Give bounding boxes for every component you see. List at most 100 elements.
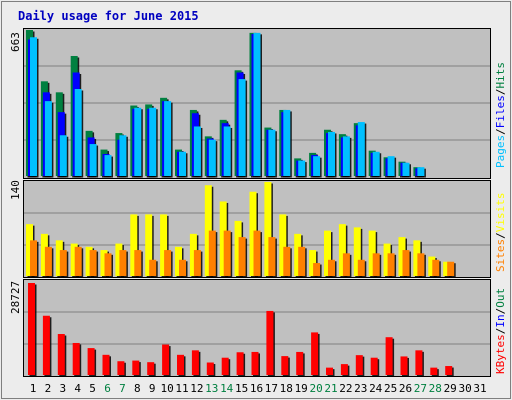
- label-out: Out: [494, 288, 507, 308]
- pages-bar-1: [30, 37, 37, 176]
- kbytes-bar-26: [400, 356, 408, 375]
- sites-bar-15: [238, 237, 246, 276]
- x-axis-labels: 1 2 3 4 5 6 7 8 9 10 11 12 13 14 15 16 17 18 19 20 21 22 23 24 2…: [30, 382, 487, 395]
- kbytes-bar-17: [266, 310, 274, 375]
- visits-bar-17: [264, 182, 272, 276]
- sites-bar-1: [30, 240, 37, 276]
- x-tick-label-7: 7: [119, 382, 126, 395]
- chart-title: Daily usage for June 2015: [18, 9, 199, 23]
- pages-bar-7: [119, 135, 127, 176]
- visits-bar-21: [324, 230, 331, 276]
- hits-panel-bars: [26, 30, 426, 178]
- sites-bar-4: [74, 246, 82, 276]
- sites-bar-11: [179, 259, 186, 276]
- pages-bar-15: [238, 79, 246, 176]
- visits-bar-20: [309, 250, 317, 276]
- kbytes-bar-24: [370, 357, 378, 375]
- visits-bar-2: [40, 233, 48, 276]
- pages-bar-20: [313, 156, 321, 176]
- visits-bar-27: [413, 240, 421, 276]
- kbytes-axis-label: KBytes/In/Out: [494, 288, 507, 374]
- visits-ymax-label: 140: [9, 180, 22, 200]
- visits-bar-19: [294, 233, 302, 276]
- visits-bar-13: [204, 185, 212, 276]
- visits-bar-29: [443, 261, 451, 276]
- kbytes-bar-22: [340, 364, 348, 375]
- pages-bar-22: [342, 136, 350, 176]
- sites-bar-18: [283, 246, 291, 276]
- pages-bar-26: [402, 162, 410, 176]
- x-tick-label-6: 6: [104, 382, 111, 395]
- kbytes-bar-20: [311, 332, 319, 375]
- x-tick-label-28: 28: [429, 382, 442, 395]
- kbytes-bar-19: [296, 351, 304, 375]
- hits-ymax-label: 663: [9, 32, 22, 52]
- sites-bar-23: [357, 259, 365, 276]
- sites-bar-7: [119, 250, 127, 276]
- kbytes-bar-1: [28, 283, 35, 375]
- kbytes-bar-15: [236, 352, 244, 375]
- kbytes-bar-7: [117, 361, 125, 375]
- pages-bar-2: [44, 101, 52, 176]
- sites-bar-12: [193, 250, 201, 276]
- label-visits: Visits: [494, 193, 507, 233]
- x-tick-label-17: 17: [265, 382, 278, 395]
- visits-bar-23: [353, 227, 361, 276]
- x-tick-label-31: 31: [473, 382, 486, 395]
- sites-bar-17: [268, 237, 276, 276]
- visits-bar-15: [234, 220, 242, 276]
- visits-bar-3: [55, 240, 63, 276]
- x-tick-label-16: 16: [250, 382, 263, 395]
- visits-bar-6: [100, 250, 108, 276]
- kbytes-bar-5: [87, 348, 95, 375]
- kbytes-bar-27: [415, 350, 423, 375]
- label-files: Files: [494, 95, 507, 128]
- label-kbytes: KBytes: [494, 334, 507, 374]
- x-tick-label-23: 23: [354, 382, 367, 395]
- hits-axis-label: Pages/Files/Hits: [494, 62, 507, 168]
- x-tick-label-11: 11: [175, 382, 188, 395]
- x-tick-label-9: 9: [149, 382, 156, 395]
- pages-bar-8: [134, 107, 142, 176]
- sites-bar-14: [223, 230, 231, 276]
- sites-bar-6: [104, 253, 112, 276]
- sites-bar-24: [372, 253, 380, 276]
- sites-bar-21: [328, 259, 335, 276]
- visits-axis-label: Sites/Visits: [494, 193, 507, 273]
- visits-bar-12: [189, 233, 197, 276]
- x-tick-label-4: 4: [74, 382, 81, 395]
- kbytes-bar-16: [251, 351, 259, 375]
- pages-bar-4: [74, 89, 82, 176]
- kbytes-bar-18: [281, 356, 289, 375]
- label-sep5: /: [494, 308, 507, 315]
- x-tick-label-10: 10: [160, 382, 173, 395]
- pages-bar-17: [268, 129, 276, 176]
- kbytes-bar-8: [132, 360, 140, 375]
- kbytes-bar-23: [355, 355, 363, 375]
- label-sep1: /: [494, 128, 507, 135]
- sites-bar-22: [342, 253, 350, 276]
- visits-bar-25: [383, 243, 391, 276]
- x-tick-label-18: 18: [280, 382, 293, 395]
- kbytes-bar-6: [102, 354, 110, 375]
- pages-bar-19: [298, 160, 306, 176]
- kbytes-bar-2: [42, 315, 50, 375]
- x-tick-label-12: 12: [190, 382, 203, 395]
- pages-bar-23: [357, 122, 365, 176]
- sites-bar-3: [59, 250, 67, 276]
- visits-bar-5: [85, 246, 93, 276]
- x-tick-label-25: 25: [384, 382, 397, 395]
- visits-bar-18: [279, 214, 287, 276]
- kbytes-panel-bars: [28, 283, 454, 377]
- kbytes-bar-12: [191, 350, 199, 375]
- pages-bar-6: [104, 155, 112, 176]
- visits-bar-16: [249, 191, 257, 276]
- visits-bar-22: [338, 224, 346, 276]
- kbytes-bar-13: [206, 362, 214, 375]
- pages-bar-10: [164, 101, 172, 176]
- pages-bar-13: [208, 139, 216, 176]
- x-tick-label-26: 26: [399, 382, 412, 395]
